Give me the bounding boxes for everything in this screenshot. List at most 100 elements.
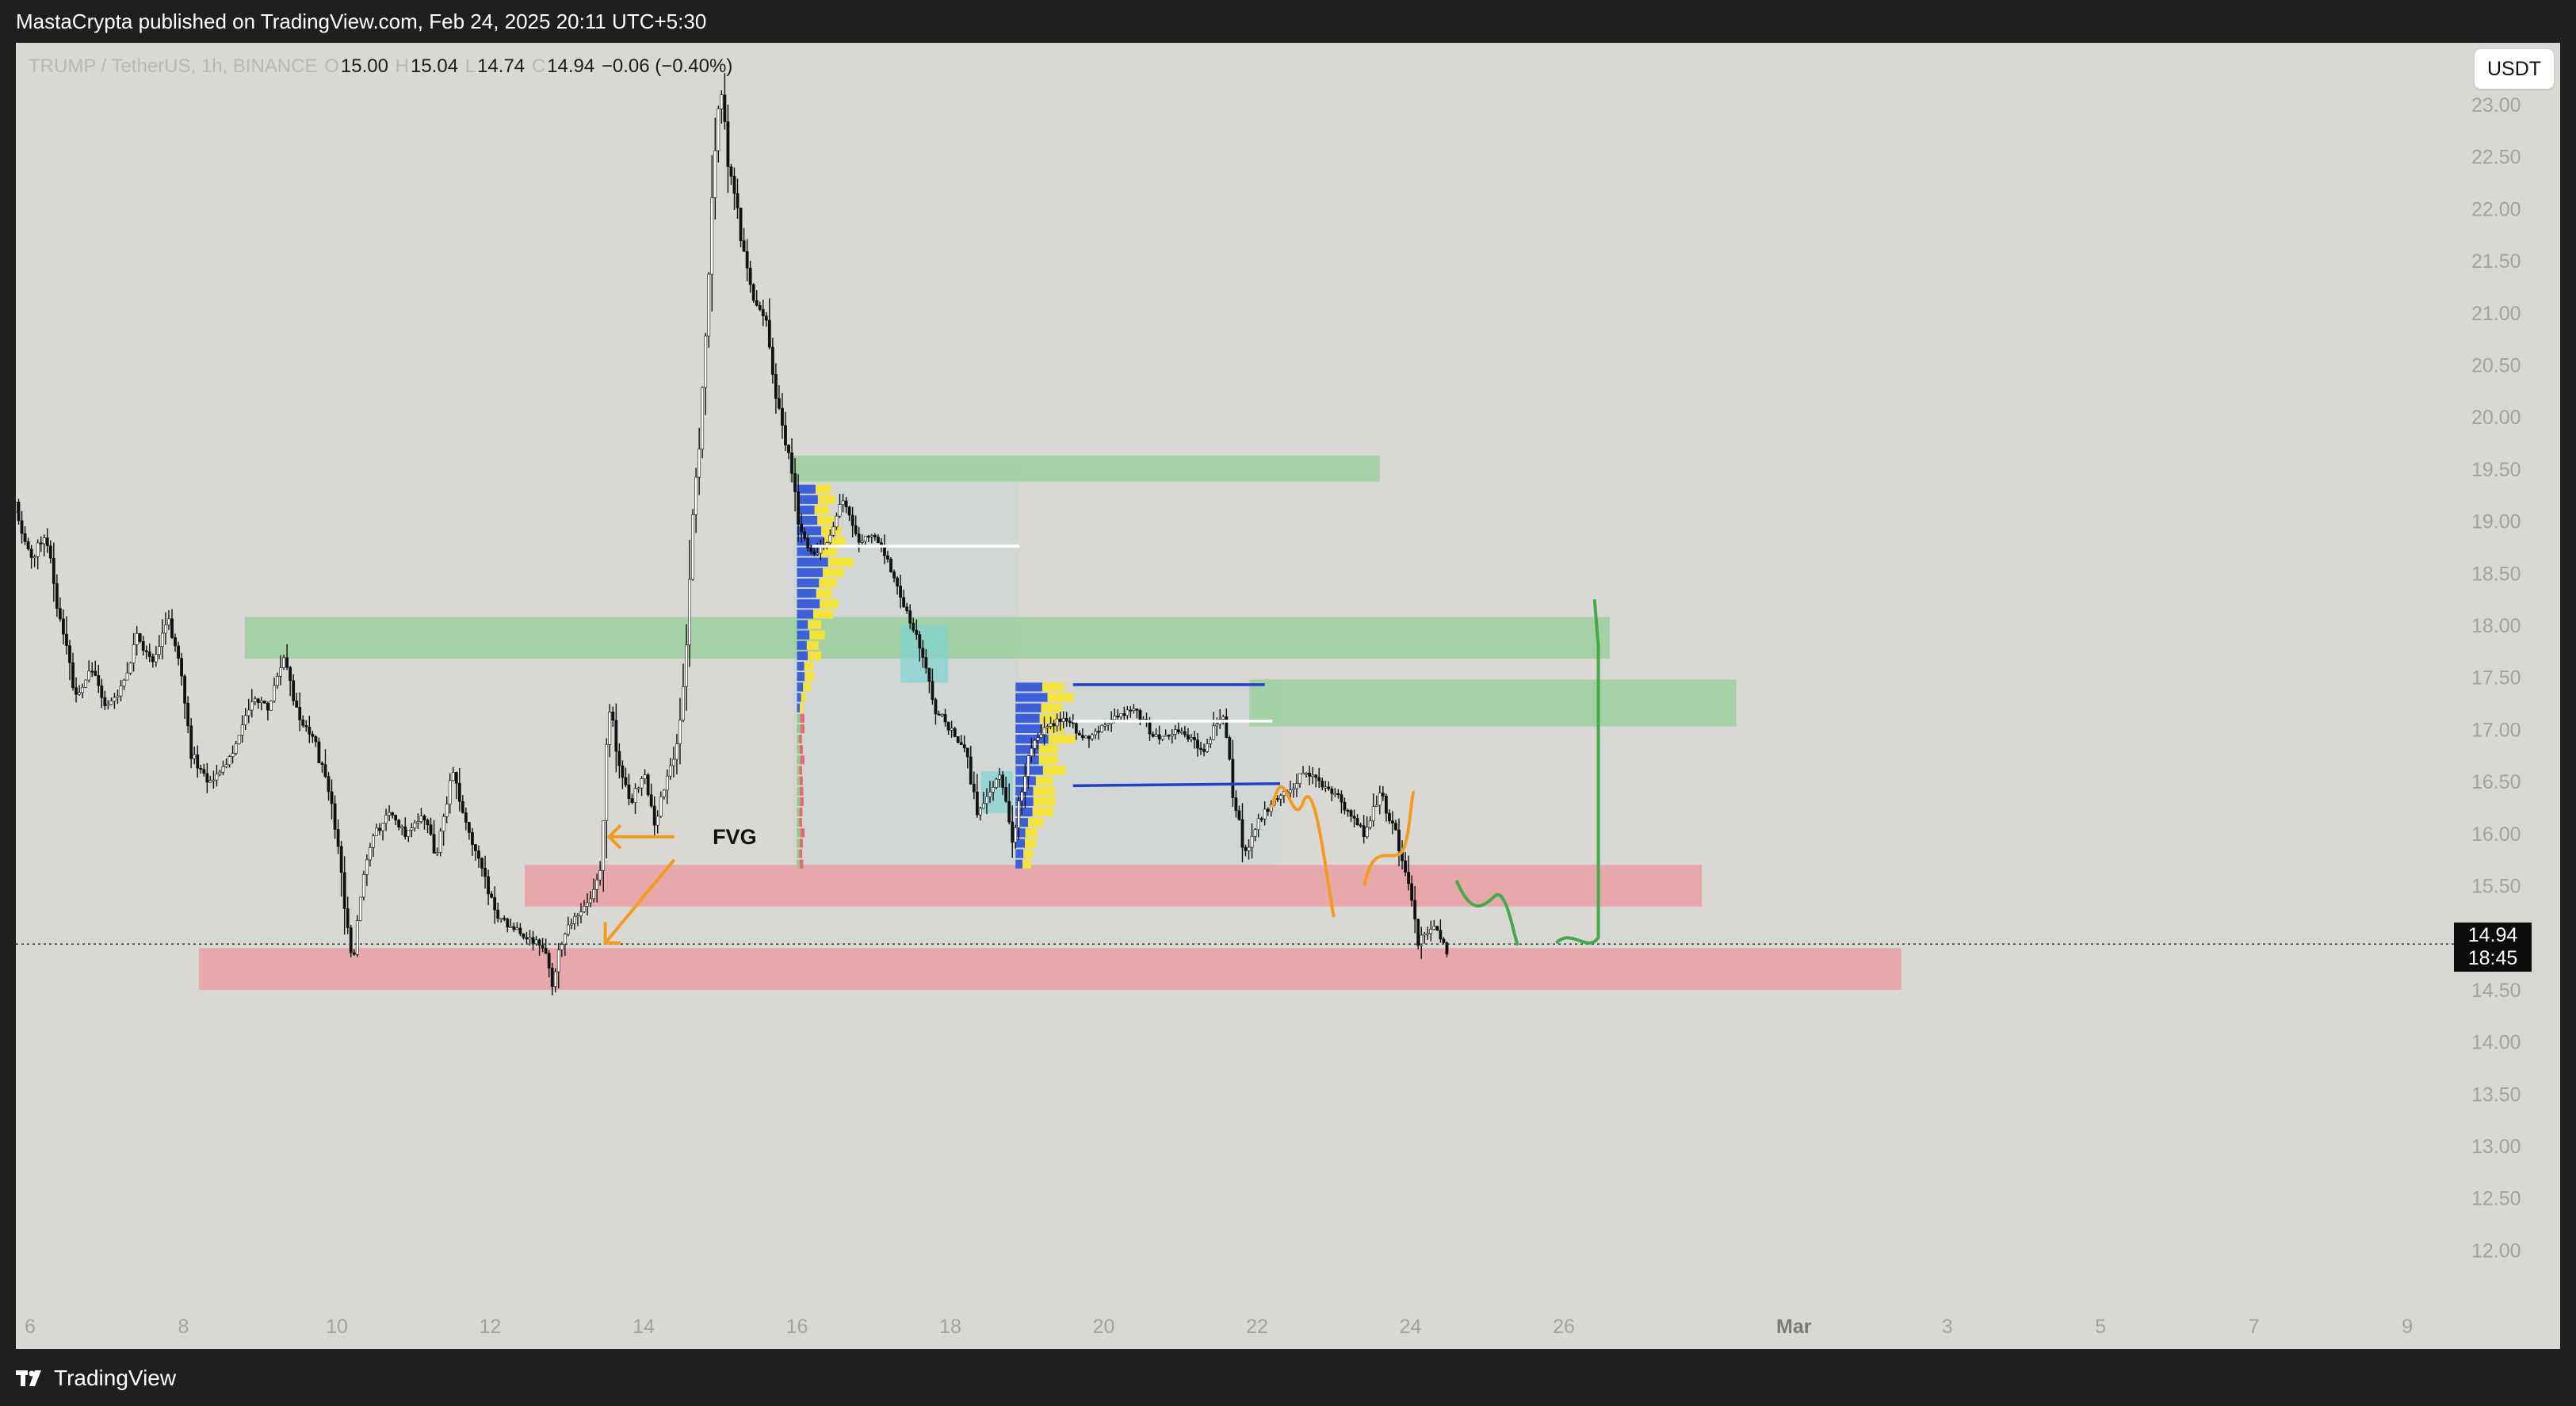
volume-bar (797, 849, 800, 858)
candle-body (959, 742, 963, 745)
candle-body (381, 823, 384, 831)
candle-body (499, 918, 503, 920)
x-tick-label: 18 (939, 1316, 961, 1338)
volume-bar (797, 818, 800, 827)
price-chart[interactable]: FVG 23.00 22.50 22.00 21.50 21.00 20.50 20.00 1… (16, 43, 2560, 1349)
candle-body (736, 193, 740, 208)
volume-bar (797, 839, 800, 848)
volume-bar (1041, 703, 1062, 713)
candle-body (1333, 793, 1337, 796)
candle-body (560, 944, 564, 950)
candle-body (1256, 818, 1260, 831)
candle-body (1355, 818, 1359, 826)
candle-body (1094, 731, 1097, 735)
candle-body (471, 832, 474, 845)
candle-body (410, 827, 414, 831)
y-tick-label: 23.00 (2471, 94, 2521, 117)
candle-body (1176, 729, 1180, 733)
y-tick-label: 13.50 (2471, 1083, 2521, 1106)
candle-body (1314, 774, 1318, 778)
candle-body (1320, 781, 1324, 788)
candle-body (927, 667, 931, 682)
candle-body (84, 679, 88, 688)
candle-body (931, 681, 934, 701)
candle-body (1160, 735, 1164, 740)
legend-high-value: 15.04 (410, 55, 459, 77)
candle-body (1439, 930, 1443, 940)
candle-body (1368, 820, 1372, 828)
candle-body (1187, 734, 1190, 740)
candle-body (841, 500, 845, 505)
candle-body (1030, 747, 1034, 756)
candle-body (1340, 794, 1343, 803)
x-tick-label: 24 (1400, 1316, 1422, 1338)
candle-body (1435, 926, 1439, 930)
x-tick-label: 10 (326, 1316, 348, 1338)
candle-body (831, 526, 835, 536)
volume-bar (806, 640, 819, 650)
candle-body (896, 577, 899, 586)
publisher-bar: MastaCrypta published on TradingView.com… (0, 0, 2576, 43)
candle-body (372, 835, 375, 848)
candle-body (605, 744, 609, 821)
candle-body (1387, 812, 1391, 822)
candle-body (1397, 829, 1401, 852)
candle-body (1113, 716, 1117, 720)
candle-body (308, 726, 311, 735)
candle-body (1336, 793, 1340, 796)
candle-body (934, 699, 938, 715)
candle-body (342, 872, 346, 909)
candle-body (506, 919, 510, 928)
candle-body (889, 559, 892, 573)
candle-body (355, 920, 359, 955)
candle-body (1017, 800, 1021, 828)
candle-body (480, 858, 483, 869)
volume-bar (797, 651, 808, 661)
candle-body (982, 803, 985, 809)
demand-zone (525, 865, 1703, 907)
candle-body (1384, 796, 1388, 814)
candle-body (1001, 774, 1005, 788)
volume-bar (1015, 839, 1026, 848)
candle-body (250, 701, 254, 711)
chart-area[interactable]: FVG 23.00 22.50 22.00 21.50 21.00 20.50 20.00 1… (16, 43, 2560, 1349)
x-tick-label: 9 (2402, 1316, 2413, 1338)
y-tick-label: 16.00 (2471, 823, 2521, 846)
candle-body (892, 571, 896, 579)
candle-body (403, 826, 407, 837)
volume-bar (797, 589, 816, 598)
candle-body (1410, 883, 1414, 901)
volume-bar (1032, 807, 1053, 817)
volume-bar (799, 745, 803, 755)
candle-body (592, 888, 596, 900)
candle-body (563, 934, 567, 946)
volume-bar (803, 682, 811, 692)
candle-body (965, 747, 969, 758)
candle-body (758, 304, 762, 310)
candle-body (464, 812, 468, 823)
candle-body (767, 319, 771, 348)
candle-body (1413, 900, 1417, 920)
tradingview-brand[interactable]: TradingView (16, 1365, 176, 1392)
candle-body (1416, 919, 1420, 946)
volume-bar (817, 516, 835, 525)
candle-body (154, 654, 158, 663)
candle-body (1023, 776, 1027, 793)
candle-body (1225, 716, 1229, 738)
candle-body (1179, 731, 1183, 733)
candle-body (953, 728, 957, 737)
candle-body (1275, 798, 1279, 800)
candle-body (196, 754, 200, 769)
candle-body (503, 918, 506, 920)
brand-name: TradingView (54, 1366, 177, 1390)
candle-body (1173, 729, 1177, 735)
candle-body (678, 720, 682, 744)
volume-bar (799, 776, 803, 785)
candle-body (461, 800, 464, 813)
currency-button[interactable]: USDT (2475, 49, 2554, 89)
candle-body (273, 685, 276, 701)
candle-body (94, 671, 97, 676)
candle-body (58, 608, 62, 620)
candle-body (292, 680, 296, 701)
candle-body (394, 815, 398, 821)
